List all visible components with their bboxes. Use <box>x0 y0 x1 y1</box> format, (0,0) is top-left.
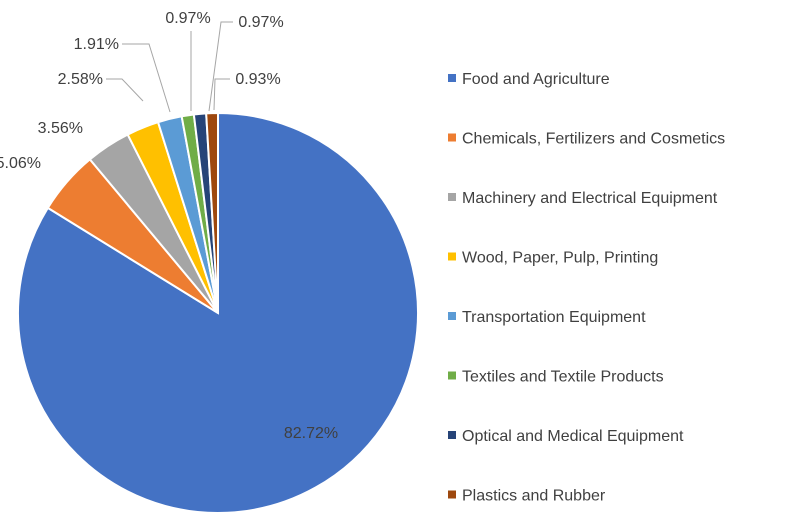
data-label-textiles-and-textile-products: 0.97% <box>165 10 210 27</box>
legend-label-chemicals-fertilizers-and-cosmetics: Chemicals, Fertilizers and Cosmetics <box>462 131 725 148</box>
data-label-machinery-and-electrical-equipment: 3.56% <box>38 120 83 137</box>
leader-line-wood-paper-pulp-printing <box>106 78 144 102</box>
legend-label-machinery-and-electrical-equipment: Machinery and Electrical Equipment <box>462 190 718 207</box>
legend-label-transportation-equipment: Transportation Equipment <box>462 309 646 326</box>
legend-swatch-textiles-and-textile-products <box>448 371 456 380</box>
leader-line-transportation-equipment <box>122 43 171 113</box>
data-label-plastics-and-rubber: 0.93% <box>235 71 280 88</box>
data-label-chemicals-fertilizers-and-cosmetics: 5.06% <box>0 155 41 172</box>
legend-swatch-machinery-and-electrical-equipment <box>448 193 456 201</box>
legend-label-wood-paper-pulp-printing: Wood, Paper, Pulp, Printing <box>462 250 658 267</box>
pie-slice-plastics-and-rubber <box>205 111 219 314</box>
legend-swatch-wood-paper-pulp-printing <box>448 252 456 261</box>
leader-line-optical-and-medical-equipment <box>208 21 233 112</box>
legend-label-plastics-and-rubber: Plastics and Rubber <box>462 488 606 505</box>
legend-swatch-plastics-and-rubber <box>448 490 456 499</box>
legend: Food and Agriculture Chemicals, Fertilize… <box>448 71 725 505</box>
legend-label-optical-and-medical-equipment: Optical and Medical Equipment <box>462 428 684 445</box>
legend-swatch-food-and-agriculture <box>448 74 456 82</box>
data-label-wood-paper-pulp-printing: 2.58% <box>58 71 103 88</box>
data-label-optical-and-medical-equipment: 0.97% <box>238 14 283 31</box>
legend-label-textiles-and-textile-products: Textiles and Textile Products <box>462 369 664 386</box>
data-label-food-and-agriculture: 82.72% <box>284 425 338 442</box>
legend-swatch-transportation-equipment <box>448 312 456 320</box>
legend-label-food-and-agriculture: Food and Agriculture <box>462 71 610 88</box>
data-labels: 82.72% 5.06% 3.56% 2.58% 1.91% 0.97% 0.97% 0.93… <box>0 10 338 442</box>
data-label-transportation-equipment: 1.91% <box>74 36 119 53</box>
leader-line-plastics-and-rubber <box>213 78 230 111</box>
legend-swatch-chemicals-fertilizers-and-cosmetics <box>448 133 456 142</box>
legend-swatch-optical-and-medical-equipment <box>448 431 456 439</box>
leader-lines <box>106 21 233 113</box>
pie-slices <box>17 111 419 514</box>
